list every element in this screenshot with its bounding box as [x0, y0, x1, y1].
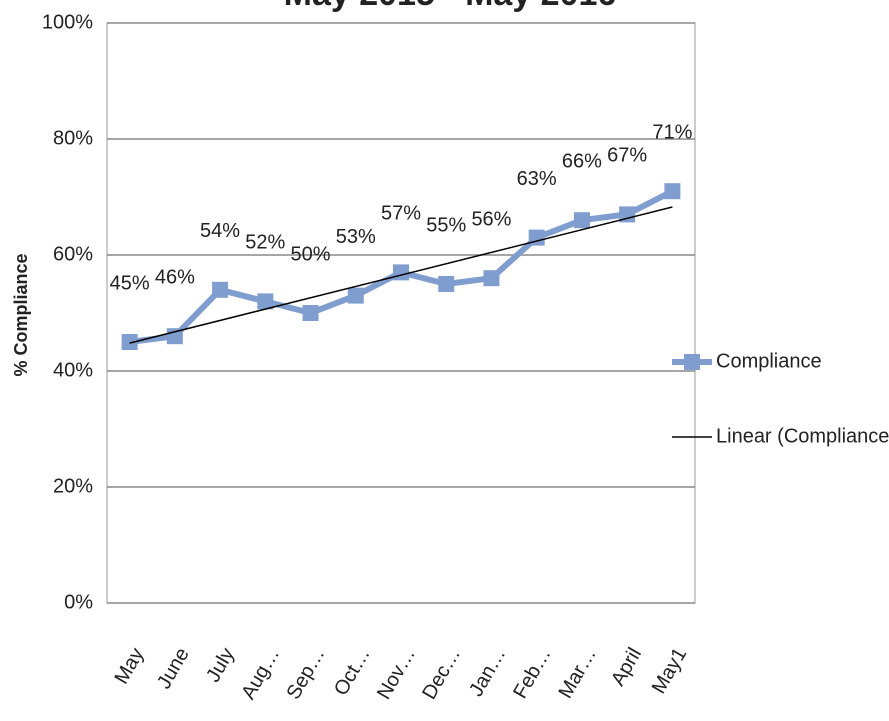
data-label: 53% — [336, 226, 376, 248]
marker — [347, 287, 364, 304]
legend-label: Linear (Compliance) — [716, 425, 889, 447]
data-label: 46% — [155, 266, 195, 288]
x-tick-label: Mar… — [555, 644, 601, 702]
marker — [619, 206, 636, 223]
x-tick-label: May — [111, 644, 149, 688]
data-label: 71% — [652, 121, 692, 143]
x-tick-label: Feb… — [509, 644, 555, 702]
data-label: 55% — [426, 214, 466, 236]
x-tick-label: June — [153, 644, 194, 693]
data-label: 67% — [607, 145, 647, 167]
x-tick-label: Oct… — [330, 644, 375, 699]
legend-label: Compliance — [716, 350, 822, 372]
marker — [302, 305, 319, 321]
data-label: 52% — [245, 232, 285, 254]
x-tick-label: May1 — [648, 644, 692, 697]
x-tick-label: July — [202, 644, 239, 686]
y-tick-label: 20% — [53, 475, 93, 497]
marker — [483, 270, 500, 287]
marker — [121, 334, 138, 350]
y-tick-label: 80% — [53, 127, 93, 149]
y-tick-label: 100% — [42, 11, 93, 33]
data-label: 56% — [471, 208, 511, 230]
x-tick-label: Sep… — [283, 644, 330, 703]
marker — [393, 264, 409, 281]
y-tick-label: 60% — [53, 243, 93, 265]
data-label: 57% — [381, 203, 421, 225]
marker — [438, 276, 455, 292]
marker — [664, 183, 681, 200]
x-tick-label: Nov… — [373, 644, 420, 703]
data-label: 66% — [562, 150, 602, 172]
x-tick-label: Jan… — [465, 644, 510, 700]
marker — [212, 281, 229, 298]
data-label: 50% — [291, 243, 331, 265]
data-label: 54% — [200, 220, 240, 242]
marker — [573, 212, 590, 229]
data-label: 63% — [517, 168, 557, 190]
y-axis-label: % Compliance — [11, 253, 31, 376]
y-tick-label: 40% — [53, 359, 93, 381]
x-tick-label: Dec… — [418, 644, 465, 703]
data-label: 45% — [110, 272, 150, 294]
chart-title: May 2015 - May 2016 — [284, 0, 617, 13]
x-tick-label: Aug… — [237, 644, 284, 703]
y-tick-label: 0% — [64, 591, 93, 613]
x-tick-label: April — [607, 644, 646, 690]
trendline — [129, 206, 673, 344]
legend-marker — [684, 354, 700, 370]
marker — [257, 293, 274, 310]
